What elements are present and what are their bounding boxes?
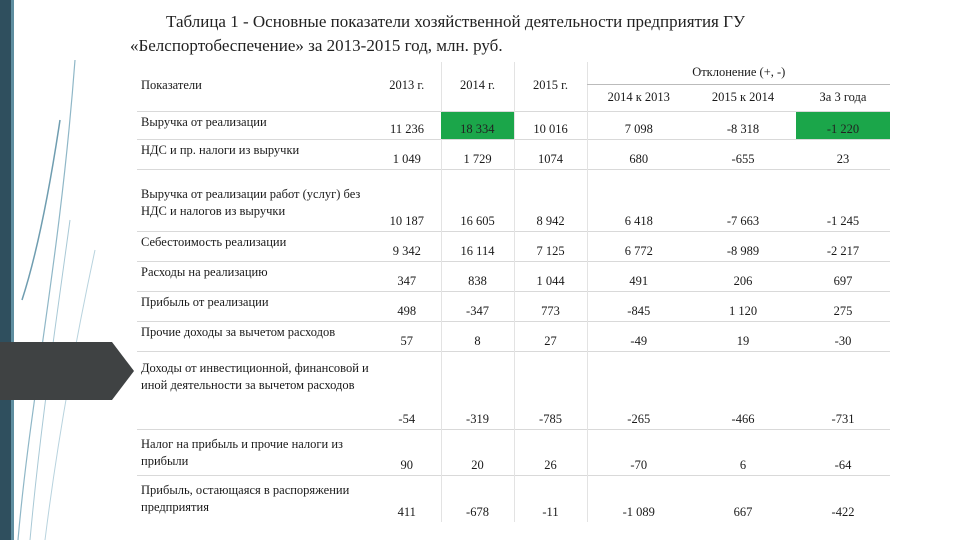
cell-2015: 773 <box>513 291 587 322</box>
table-row: Доходы от инвестиционной, финансовой и и… <box>137 351 891 430</box>
header-year-2014: 2014 г. <box>440 62 514 112</box>
header-row-2: 2014 к 2013 2015 к 2014 За 3 года <box>137 84 890 112</box>
row-label: Прибыль, остающаяся в распоряжении предп… <box>141 483 350 514</box>
cell-dev-2014-2013: -70 <box>586 429 690 476</box>
cell-dev-2014-2013: -49 <box>586 321 690 352</box>
cell-2013: 57 <box>400 334 414 348</box>
cell-dev-2014-2013: 6 772 <box>586 231 690 262</box>
indicators-table: Показатели 2013 г. 2014 г. 2015 г. Откло… <box>137 62 891 522</box>
cell-dev-3-years: 23 <box>836 152 850 166</box>
dark-band <box>0 342 112 400</box>
table-row: Налог на прибыль и прочие налоги из приб… <box>137 429 891 476</box>
row-label: Доходы от инвестиционной, финансовой и и… <box>141 361 369 392</box>
header-row-1: Показатели 2013 г. 2014 г. 2015 г. Откло… <box>137 62 891 112</box>
table-row: Выручка от реализации работ (услуг) без … <box>137 169 891 232</box>
cell-dev-2015-2014: -8 989 <box>726 244 760 258</box>
cell-2014: 8 <box>440 321 514 352</box>
header-dev-3-years: За 3 года <box>819 89 867 104</box>
cell-2013: 90 <box>400 458 414 472</box>
header-dev-2014-2013: 2014 к 2013 <box>586 84 690 112</box>
cell-2013: 1 049 <box>392 152 421 166</box>
cell-2014: 16 605 <box>440 169 514 232</box>
row-label: Выручка от реализации работ (услуг) без … <box>141 187 361 218</box>
left-accent-bar <box>0 0 11 540</box>
table-row: НДС и пр. налоги из выручки 1 049 1 729 … <box>137 139 891 170</box>
cell-dev-2015-2014: -8 318 <box>726 122 760 136</box>
table-title: Таблица 1 - Основные показатели хозяйств… <box>130 10 910 58</box>
cell-2015: 8 942 <box>513 169 587 232</box>
cell-2014-highlighted: 18 334 <box>441 111 514 140</box>
cell-2013: 347 <box>397 274 417 288</box>
cell-dev-2015-2014: -655 <box>731 152 755 166</box>
cell-2013: 498 <box>397 304 417 318</box>
cell-2015: -785 <box>513 351 587 430</box>
cell-2015: 1074 <box>513 139 587 170</box>
cell-2015: 7 125 <box>513 231 587 262</box>
row-label: Прочие доходы за вычетом расходов <box>141 325 336 339</box>
cell-dev-2014-2013: -265 <box>586 351 690 430</box>
cell-dev-3-years: 697 <box>833 274 853 288</box>
cell-dev-2015-2014: -466 <box>731 412 755 426</box>
cell-dev-3-years: -2 217 <box>826 244 860 258</box>
header-year-2015: 2015 г. <box>513 62 587 112</box>
table-row: Прибыль, остающаяся в распоряжении предп… <box>137 475 891 522</box>
header-deviation-group: Отклонение (+, -) <box>586 62 891 85</box>
cell-dev-2015-2014: 1 120 <box>728 304 758 318</box>
decorative-curves <box>17 59 96 540</box>
cell-dev-3-years: -731 <box>831 412 855 426</box>
cell-dev-3-years-highlighted: -1 220 <box>796 111 891 140</box>
cell-2014: 16 114 <box>440 231 514 262</box>
table-row: Выручка от реализации 11 236 18 334 10 0… <box>137 111 891 140</box>
row-label: Расходы на реализацию <box>141 265 268 279</box>
cell-2015: 26 <box>513 429 587 476</box>
cell-2013: -54 <box>398 412 416 426</box>
cell-dev-2014-2013: 6 418 <box>586 169 690 232</box>
cell-dev-2015-2014: -7 663 <box>726 214 760 228</box>
cell-2013: 11 236 <box>390 122 424 136</box>
cell-2014: -678 <box>440 475 514 522</box>
cell-dev-2015-2014: 19 <box>736 334 750 348</box>
row-label: Себестоимость реализации <box>141 235 287 249</box>
cell-dev-2014-2013: -1 089 <box>586 475 690 522</box>
cell-dev-3-years: 275 <box>833 304 853 318</box>
header-dev-2015-2014: 2015 к 2014 <box>711 89 775 104</box>
row-label: НДС и пр. налоги из выручки <box>141 143 300 157</box>
cell-2014: 20 <box>440 429 514 476</box>
cell-2015: 1 044 <box>513 261 587 292</box>
cell-2015: 10 016 <box>513 111 587 140</box>
row-label: Выручка от реализации <box>141 115 267 129</box>
cell-dev-3-years: -422 <box>831 504 855 519</box>
cell-dev-2014-2013: -845 <box>586 291 690 322</box>
cell-dev-3-years: -1 245 <box>826 214 860 228</box>
cell-dev-2015-2014: 6 <box>739 458 747 472</box>
cell-dev-2014-2013: 7 098 <box>586 111 690 140</box>
cell-dev-2015-2014: 667 <box>733 504 753 519</box>
table-row: Себестоимость реализации 9 342 16 114 7 … <box>137 231 891 262</box>
dark-band-arrow <box>112 342 134 400</box>
cell-2014: -347 <box>440 291 514 322</box>
left-accent-stripe <box>11 0 14 540</box>
row-label: Налог на прибыль и прочие налоги из приб… <box>141 437 343 468</box>
cell-2013: 9 342 <box>392 244 421 258</box>
cell-dev-2014-2013: 680 <box>586 139 690 170</box>
cell-dev-3-years: -30 <box>834 334 852 348</box>
cell-2014: 1 729 <box>440 139 514 170</box>
cell-2014: -319 <box>440 351 514 430</box>
cell-dev-3-years: -64 <box>834 458 852 472</box>
cell-dev-2014-2013: 491 <box>586 261 690 292</box>
title-line-2: «Белспортобеспечение» за 2013-2015 год, … <box>130 36 503 55</box>
cell-2013: 411 <box>397 504 416 519</box>
cell-dev-2015-2014: 206 <box>733 274 753 288</box>
row-label: Прибыль от реализации <box>141 295 269 309</box>
cell-2013: 10 187 <box>389 214 424 228</box>
cell-2015: -11 <box>513 475 587 522</box>
table-row: Прочие доходы за вычетом расходов 57 8 2… <box>137 321 891 352</box>
cell-2015: 27 <box>513 321 587 352</box>
table-row: Расходы на реализацию 347 838 1 044 491 … <box>137 261 891 292</box>
title-line-1: Таблица 1 - Основные показатели хозяйств… <box>166 12 745 31</box>
table-row: Прибыль от реализации 498 -347 773 -845 … <box>137 291 891 322</box>
cell-2014: 838 <box>440 261 514 292</box>
header-indicator: Показатели <box>141 78 202 92</box>
header-year-2013: 2013 г. <box>389 78 425 92</box>
